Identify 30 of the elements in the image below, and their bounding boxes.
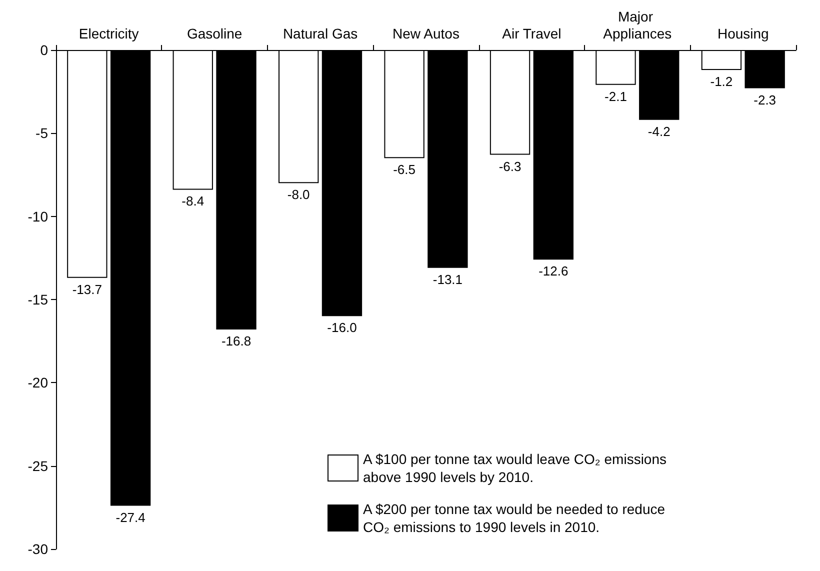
x-tick-label: Air Travel (502, 26, 562, 42)
data-label: -8.4 (182, 194, 204, 209)
x-tick-label: New Autos (392, 26, 460, 42)
data-label: -1.2 (710, 74, 733, 89)
y-tick-label: -10 (28, 208, 48, 224)
data-label: -13.1 (432, 272, 463, 287)
data-label: -8.0 (287, 187, 310, 202)
x-tick-label: Electricity (78, 26, 139, 42)
data-label: -16.0 (327, 320, 357, 336)
data-label: -4.2 (648, 124, 670, 139)
y-tick-label: -20 (28, 374, 48, 391)
x-tick-label: Major Appliances (603, 8, 672, 42)
x-tick-label: Housing (717, 26, 769, 42)
data-label: -6.3 (498, 158, 522, 174)
data-label: -12.6 (538, 264, 568, 279)
y-tick-label: -30 (28, 541, 48, 557)
data-label: -2.1 (604, 88, 627, 104)
y-tick-label: 0 (40, 42, 48, 58)
y-tick-label: -5 (36, 125, 48, 142)
legend-label: A $200 per tonne tax would be needed to reduce CO₂ emissions to 1990 levels in 2010. (363, 501, 669, 535)
x-tick-label: Gasoline (186, 26, 242, 42)
x-tick-label: Natural Gas (282, 26, 358, 42)
y-tick-label: -15 (28, 292, 48, 308)
data-label: -27.4 (116, 510, 146, 525)
data-label: -16.8 (221, 333, 252, 348)
data-label: -13.7 (72, 282, 102, 297)
data-label: -6.5 (393, 162, 416, 178)
legend-label: A $100 per tonne tax would leave CO₂ emissions above 1990 levels by 2010. (363, 451, 670, 485)
y-tick-label: -25 (28, 458, 48, 474)
data-label: -2.3 (754, 92, 776, 108)
